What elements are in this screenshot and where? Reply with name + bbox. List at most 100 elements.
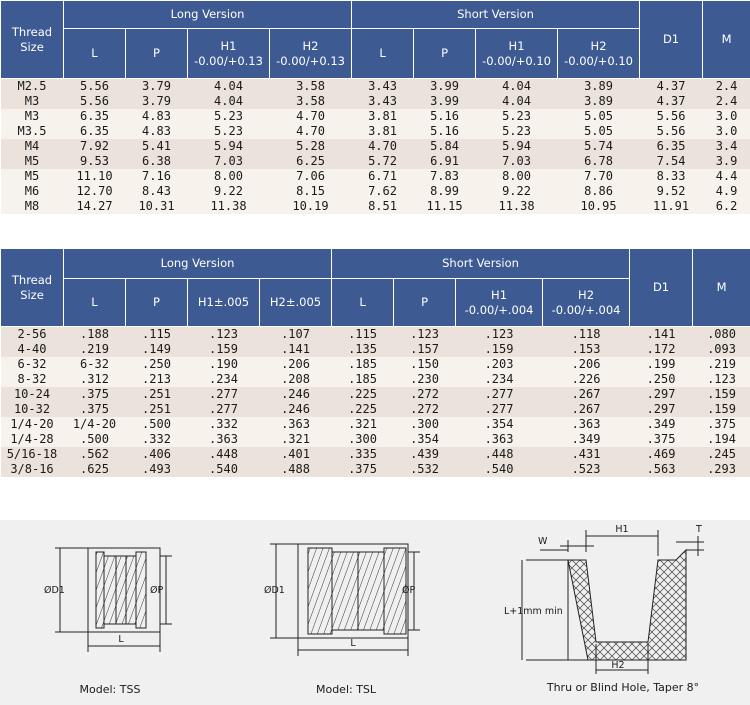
value-cell: .159	[692, 387, 750, 402]
value-cell: 11.38	[475, 199, 558, 214]
column-header: H2 -0.00/+0.13	[268, 28, 353, 79]
value-cell: .208	[259, 372, 332, 387]
m-header: M	[692, 248, 750, 327]
value-cell: 3.79	[125, 78, 188, 94]
value-cell: .250	[125, 357, 188, 372]
value-cell: 8.33	[639, 169, 703, 184]
value-cell: .267	[542, 402, 630, 417]
value-cell: 3.0	[702, 109, 750, 124]
value-cell: .363	[187, 432, 260, 447]
value-cell: .150	[393, 357, 456, 372]
value-cell: 3.58	[269, 78, 352, 94]
value-cell: 9.53	[63, 154, 126, 169]
value-cell: 5.41	[125, 139, 188, 154]
value-cell: .149	[125, 342, 188, 357]
value-cell: .469	[629, 447, 693, 462]
value-cell: 3.58	[269, 94, 352, 109]
value-cell: .523	[542, 462, 630, 477]
value-cell: 6.25	[269, 154, 352, 169]
value-cell: 4.83	[125, 124, 188, 139]
value-cell: 5.94	[475, 139, 558, 154]
value-cell: .203	[455, 357, 543, 372]
tsl-caption: Model: TSL	[316, 683, 377, 696]
thread-size-cell: M8	[0, 199, 64, 214]
value-cell: .540	[187, 462, 260, 477]
thread-size-cell: M3.5	[0, 124, 64, 139]
value-cell: .123	[187, 326, 260, 342]
value-cell: 8.00	[475, 169, 558, 184]
value-cell: .115	[125, 326, 188, 342]
table-row: M5 11.10 7.16 8.00 7.06 6.71 7.83 8.00 7.70 8.33 4…	[0, 169, 750, 184]
value-cell: 5.23	[187, 109, 270, 124]
value-cell: 6.35	[63, 124, 126, 139]
column-header: P	[413, 28, 477, 79]
hole-t-label: T	[695, 524, 702, 535]
value-cell: 5.16	[413, 124, 476, 139]
thread-size-cell: 1/4-20	[0, 417, 64, 432]
value-cell: 8.43	[125, 184, 188, 199]
value-cell: .272	[393, 387, 456, 402]
imperial-dimension-table: Thread Size Long Version Short Version D…	[0, 248, 750, 477]
value-cell: 9.52	[639, 184, 703, 199]
value-cell: 4.70	[351, 139, 414, 154]
table-row: M2.5 5.56 3.79 4.04 3.58 3.43 3.99 4.04 3.89 4.37…	[0, 78, 750, 94]
value-cell: .300	[393, 417, 456, 432]
value-cell: .363	[259, 417, 332, 432]
value-cell: 8.99	[413, 184, 476, 199]
value-cell: .206	[542, 357, 630, 372]
value-cell: 7.03	[187, 154, 270, 169]
value-cell: 7.54	[639, 154, 703, 169]
value-cell: .190	[187, 357, 260, 372]
value-cell: 3.81	[351, 124, 414, 139]
column-header: L	[351, 28, 415, 79]
thread-size-cell: 3/8-16	[0, 462, 64, 477]
hole-h1-label: H1	[615, 524, 628, 535]
thread-size-cell: M5	[0, 154, 64, 169]
value-cell: 8.86	[557, 184, 640, 199]
value-cell: 6-32	[63, 357, 126, 372]
tsl-l-label: L	[350, 638, 356, 649]
table-row: 6-32 6-32.250.190.206.185.150.203.206.199…	[0, 357, 750, 372]
thread-size-header: Thread Size	[0, 248, 64, 327]
value-cell: 6.91	[413, 154, 476, 169]
value-cell: 11.15	[413, 199, 476, 214]
value-cell: .448	[187, 447, 260, 462]
column-header: H1±.005	[187, 278, 260, 327]
tss-p-label: ØP	[150, 585, 163, 596]
value-cell: .363	[542, 417, 630, 432]
hole-l-label: L+1mm min	[504, 606, 563, 617]
value-cell: 3.89	[557, 78, 640, 94]
thread-size-cell: M2.5	[0, 78, 64, 94]
value-cell: .230	[393, 372, 456, 387]
value-cell: .439	[393, 447, 456, 462]
value-cell: 5.56	[63, 78, 126, 94]
table-row: 8-32.312.213.234.208.185.230.234.226.250…	[0, 372, 750, 387]
value-cell: .532	[393, 462, 456, 477]
thread-size-cell: M3	[0, 109, 64, 124]
value-cell: .206	[259, 357, 332, 372]
value-cell: .277	[187, 387, 260, 402]
value-cell: 3.79	[125, 94, 188, 109]
hole-caption: Thru or Blind Hole, Taper 8°	[546, 681, 699, 694]
value-cell: .321	[259, 432, 332, 447]
value-cell: .375	[63, 387, 126, 402]
column-header: L	[331, 278, 395, 327]
value-cell: .267	[542, 387, 630, 402]
value-cell: 8.00	[187, 169, 270, 184]
thread-size-cell: 2-56	[0, 326, 64, 342]
value-cell: 7.92	[63, 139, 126, 154]
table-row: M8 14.27 10.31 11.38 10.19 8.51 11.15 11.38 10.9…	[0, 199, 750, 214]
value-cell: .159	[187, 342, 260, 357]
value-cell: .277	[455, 402, 543, 417]
value-cell: 10.31	[125, 199, 188, 214]
value-cell: .135	[331, 342, 394, 357]
thread-size-cell: 8-32	[0, 372, 64, 387]
value-cell: 10.19	[269, 199, 352, 214]
value-cell: .321	[331, 417, 394, 432]
column-header: P	[125, 278, 188, 327]
table-row: 10-32.375.251.277.246.225.272.277.267.29…	[0, 402, 750, 417]
value-cell: .488	[259, 462, 332, 477]
value-cell: .123	[393, 326, 456, 342]
value-cell: .251	[125, 387, 188, 402]
d1-header: D1	[629, 248, 694, 327]
